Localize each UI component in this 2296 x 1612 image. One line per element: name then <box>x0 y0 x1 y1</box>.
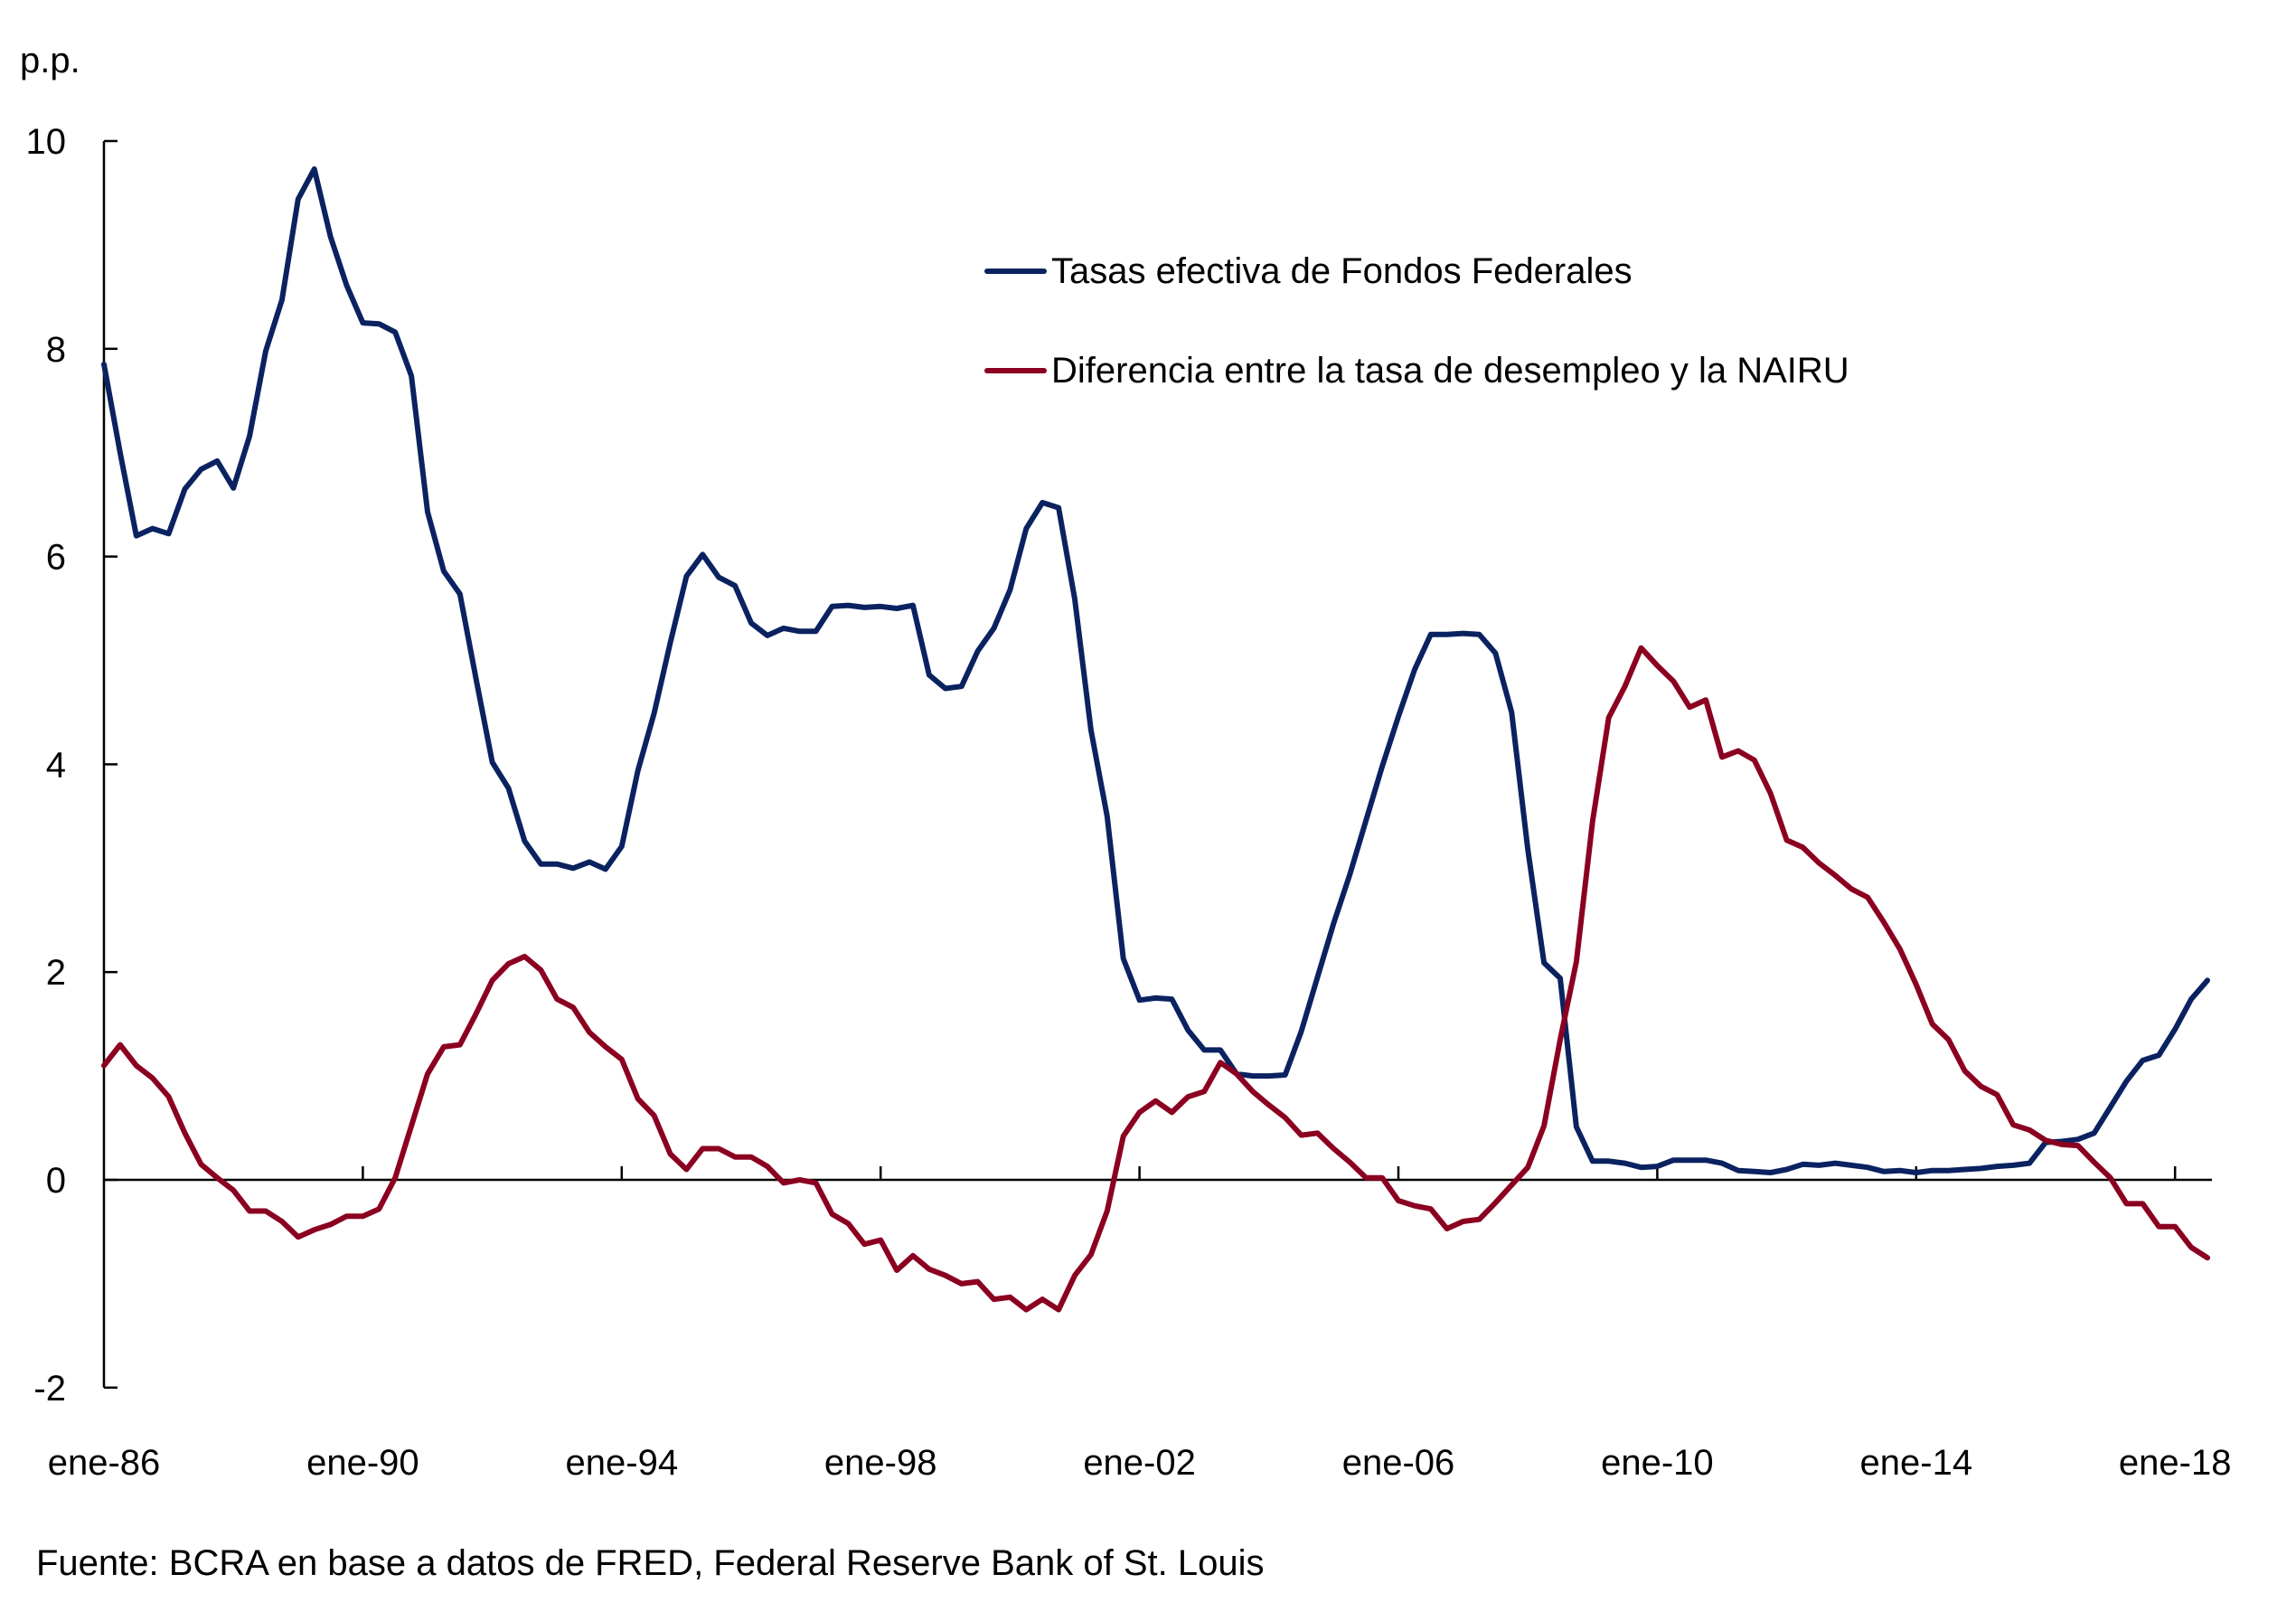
x-tick-label: ene-90 <box>306 1443 419 1483</box>
x-tick-label: ene-18 <box>2119 1443 2232 1483</box>
y-tick-label: 6 <box>46 538 66 578</box>
x-axis: ene-86 ene-90 ene-94 ene-98 ene-02 ene-06 ene-… <box>48 1166 2232 1483</box>
y-tick-label: 4 <box>46 745 66 785</box>
y-tick-label: -2 <box>33 1369 66 1409</box>
source-note: Fuente: BCRA en base a datos de FRED, Fe… <box>36 1543 1265 1583</box>
series-line-unemployment-gap <box>101 645 2210 1313</box>
y-tick-label: 0 <box>46 1161 66 1201</box>
series-line-fed-funds <box>101 166 2210 1175</box>
x-tick-label: ene-86 <box>48 1443 161 1483</box>
x-tick-label: ene-02 <box>1083 1443 1196 1483</box>
legend: Tasas efectiva de Fondos Federales Difer… <box>984 251 1849 391</box>
y-axis-unit-label: p.p. <box>20 41 80 80</box>
x-tick-label: ene-14 <box>1860 1443 1973 1483</box>
x-tick-label: ene-94 <box>566 1443 679 1483</box>
x-tick-label: ene-06 <box>1342 1443 1455 1483</box>
legend-label-fed-funds: Tasas efectiva de Fondos Federales <box>1051 251 1633 291</box>
y-tick-label: 2 <box>46 953 66 993</box>
x-tick-label: ene-98 <box>824 1443 937 1483</box>
y-tick-label: 8 <box>46 330 66 370</box>
y-axis: -2 0 2 4 6 8 10 <box>26 122 118 1409</box>
legend-label-unemployment-gap: Diferencia entre la tasa de desempleo y … <box>1051 351 1849 391</box>
series-lines <box>101 166 2210 1313</box>
y-tick-label: 10 <box>26 122 67 162</box>
x-tick-label: ene-10 <box>1601 1443 1714 1483</box>
